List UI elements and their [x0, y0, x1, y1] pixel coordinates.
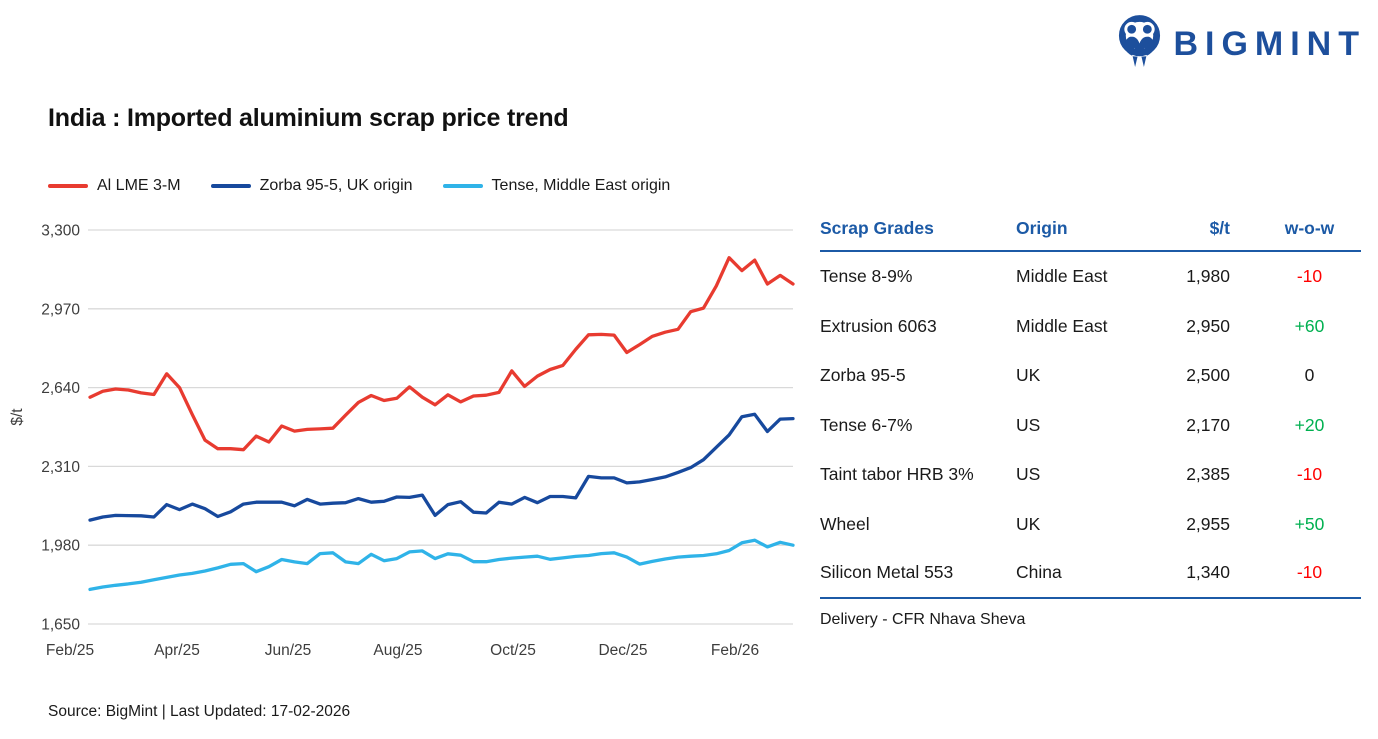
bigmint-logo-text: BIGMINT [1173, 24, 1366, 63]
wow-cell: -10 [1296, 562, 1323, 583]
svg-text:Jun/25: Jun/25 [265, 642, 312, 659]
col-header-origin: Origin [1016, 218, 1068, 238]
price-cell: 2,950 [1186, 315, 1230, 336]
grade-cell: Extrusion 6063 [820, 315, 937, 336]
svg-text:2,640: 2,640 [41, 380, 80, 397]
al-lme-line-swatch-icon [48, 184, 88, 188]
price-cell: 1,340 [1186, 562, 1230, 583]
table-row: Silicon Metal 553 China 1,340 -10 [820, 549, 1361, 599]
bigmint-logo-icon [1116, 14, 1163, 74]
table-row: Taint tabor HRB 3% US 2,385 -10 [820, 450, 1361, 500]
wow-cell: -10 [1296, 464, 1323, 485]
legend-item-tense: Tense, Middle East origin [442, 177, 671, 195]
price-chart: 1,650 1,980 2,310 2,640 2,970 3,300 Feb/25 Apr/… [41, 223, 795, 659]
grade-cell: Tense 8-9% [820, 266, 913, 287]
wow-cell: +60 [1294, 315, 1325, 336]
source-line: Source: BigMint | Last Updated: 17-02-20… [48, 703, 351, 720]
zorba-line-swatch-icon [210, 184, 251, 188]
grade-cell: Silicon Metal 553 [820, 562, 954, 583]
scrap-price-table: Scrap Grades Origin $/t w-o-w Tense 8-9%… [820, 207, 1361, 629]
origin-cell: UK [1016, 513, 1041, 534]
wow-cell: +50 [1294, 513, 1325, 534]
origin-cell: US [1016, 464, 1041, 485]
table-row: Wheel UK 2,955 +50 [820, 500, 1361, 550]
svg-text:2,970: 2,970 [41, 301, 80, 318]
price-cell: 2,955 [1186, 513, 1230, 534]
table-row: Zorba 95-5 UK 2,500 0 [820, 351, 1361, 401]
svg-text:Feb/26: Feb/26 [711, 642, 759, 659]
table-row: Tense 8-9% Middle East 1,980 -10 [820, 252, 1361, 302]
legend-label: Zorba 95-5, UK origin [259, 177, 413, 194]
origin-cell: China [1016, 562, 1062, 583]
grade-cell: Wheel [820, 513, 870, 534]
delivery-note: Delivery - CFR Nhava Sheva [820, 610, 1026, 628]
tense-line-swatch-icon [442, 184, 483, 188]
legend-label: Al LME 3-M [97, 177, 181, 194]
grade-cell: Zorba 95-5 [820, 365, 906, 386]
legend-label: Tense, Middle East origin [491, 177, 671, 194]
price-cell: 1,980 [1186, 266, 1230, 287]
wow-cell: 0 [1304, 365, 1315, 386]
origin-cell: Middle East [1016, 315, 1108, 336]
grade-cell: Tense 6-7% [820, 414, 913, 435]
grade-cell: Taint tabor HRB 3% [820, 464, 974, 485]
svg-text:3,300: 3,300 [41, 223, 80, 240]
svg-text:Dec/25: Dec/25 [598, 642, 647, 659]
svg-text:1,650: 1,650 [41, 617, 80, 634]
col-header-price: $/t [1209, 218, 1230, 238]
origin-cell: Middle East [1016, 266, 1108, 287]
svg-text:1,980: 1,980 [41, 538, 80, 555]
page-title: India : Imported aluminium scrap price t… [48, 104, 569, 132]
legend-item-zorba: Zorba 95-5, UK origin [210, 177, 413, 195]
wow-cell: +20 [1294, 414, 1325, 435]
svg-text:Apr/25: Apr/25 [154, 642, 200, 659]
table-header-row: Scrap Grades Origin $/t w-o-w [820, 207, 1361, 252]
svg-text:2,310: 2,310 [41, 459, 80, 476]
col-header-wow: w-o-w [1284, 218, 1335, 238]
legend-item-al-lme: Al LME 3-M [48, 177, 181, 195]
price-cell: 2,385 [1186, 464, 1230, 485]
origin-cell: UK [1016, 365, 1041, 386]
price-cell: 2,500 [1186, 365, 1230, 386]
origin-cell: US [1016, 414, 1041, 435]
table-row: Extrusion 6063 Middle East 2,950 +60 [820, 302, 1361, 352]
bigmint-logo: BIGMINT [1116, 14, 1366, 74]
chart-legend: Al LME 3-M Zorba 95-5, UK origin Tense, … [48, 177, 670, 195]
wow-cell: -10 [1296, 266, 1323, 287]
table-row: Tense 6-7% US 2,170 +20 [820, 401, 1361, 451]
price-cell: 2,170 [1186, 414, 1230, 435]
svg-text:Oct/25: Oct/25 [490, 642, 536, 659]
svg-text:Feb/25: Feb/25 [46, 642, 94, 659]
col-header-grade: Scrap Grades [820, 218, 934, 238]
svg-text:Aug/25: Aug/25 [373, 642, 422, 659]
